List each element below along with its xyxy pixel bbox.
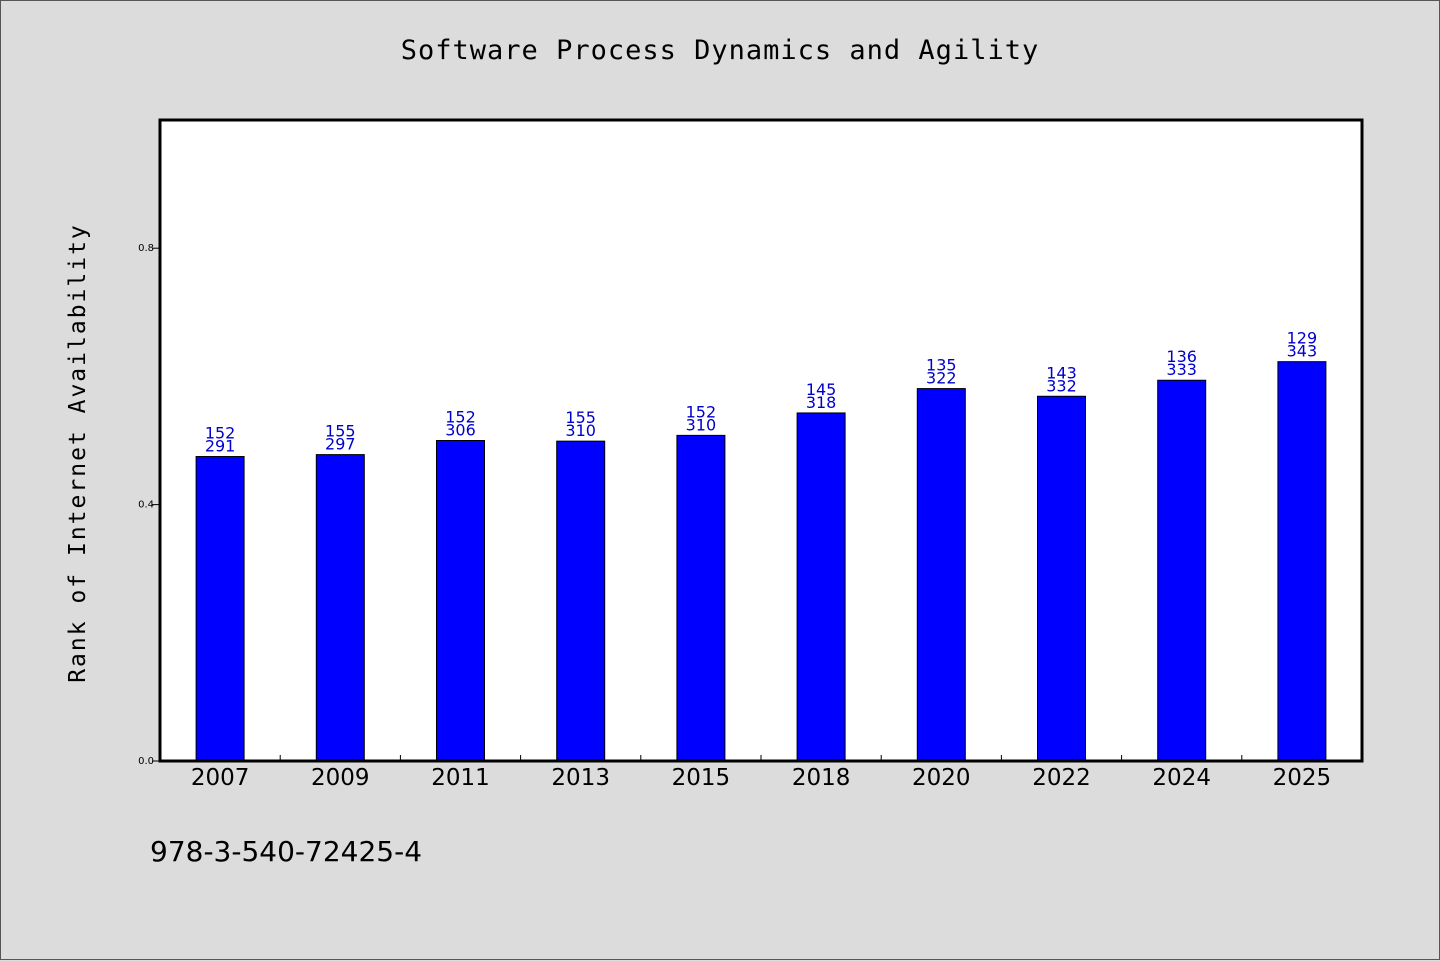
x-tick-label: 2007: [191, 765, 250, 791]
data-label-bottom: 343: [1287, 342, 1318, 361]
y-tick-label: 0.0: [138, 756, 154, 767]
bar: [315, 454, 365, 762]
chart-title: Software Process Dynamics and Agility: [400, 35, 1040, 66]
data-label-top: 155: [325, 422, 356, 441]
data-label-bottom: 333: [1166, 360, 1197, 379]
data-label-top: 136: [1166, 347, 1197, 366]
bar: [195, 456, 245, 762]
data-label-bottom: 291: [205, 437, 236, 456]
x-tick-label: 2020: [912, 765, 971, 791]
y-tick-label: 0.8: [138, 243, 154, 254]
plot-frame: [158, 118, 1364, 763]
x-tick-label: 2015: [672, 765, 731, 791]
data-label-top: 145: [806, 380, 837, 399]
data-label-bottom: 318: [806, 393, 837, 412]
data-label-top: 135: [926, 356, 957, 375]
bar: [676, 434, 726, 762]
data-label-bottom: 297: [325, 435, 356, 454]
data-label-top: 152: [445, 408, 476, 427]
bar: [556, 440, 606, 762]
bar: [436, 440, 485, 762]
data-label-top: 143: [1046, 363, 1077, 382]
y-tick-label: 0.4: [138, 500, 154, 511]
data-label-top: 155: [565, 408, 596, 427]
data-label-top: 129: [1287, 329, 1318, 348]
bar: [1277, 361, 1327, 762]
bar: [1037, 395, 1086, 762]
x-tick-label: 2025: [1273, 765, 1332, 791]
x-tick-label: 2011: [431, 765, 490, 791]
data-label-bottom: 332: [1046, 376, 1077, 395]
data-label-top: 152: [686, 402, 717, 421]
bar: [916, 388, 966, 762]
x-tick-label: 2024: [1152, 765, 1211, 791]
bar: [796, 412, 846, 762]
bar: [1157, 379, 1207, 762]
data-label-top: 152: [205, 424, 236, 443]
x-tick-label: 2022: [1032, 765, 1091, 791]
data-label-bottom: 310: [686, 415, 717, 434]
data-label-bottom: 310: [565, 421, 596, 440]
x-tick-label: 2018: [792, 765, 851, 791]
data-label-bottom: 306: [445, 421, 476, 440]
data-label-bottom: 322: [926, 369, 957, 388]
x-tick-label: 2013: [551, 765, 610, 791]
x-tick-label: 2009: [311, 765, 370, 791]
isbn-label: 978-3-540-72425-4: [150, 835, 423, 868]
